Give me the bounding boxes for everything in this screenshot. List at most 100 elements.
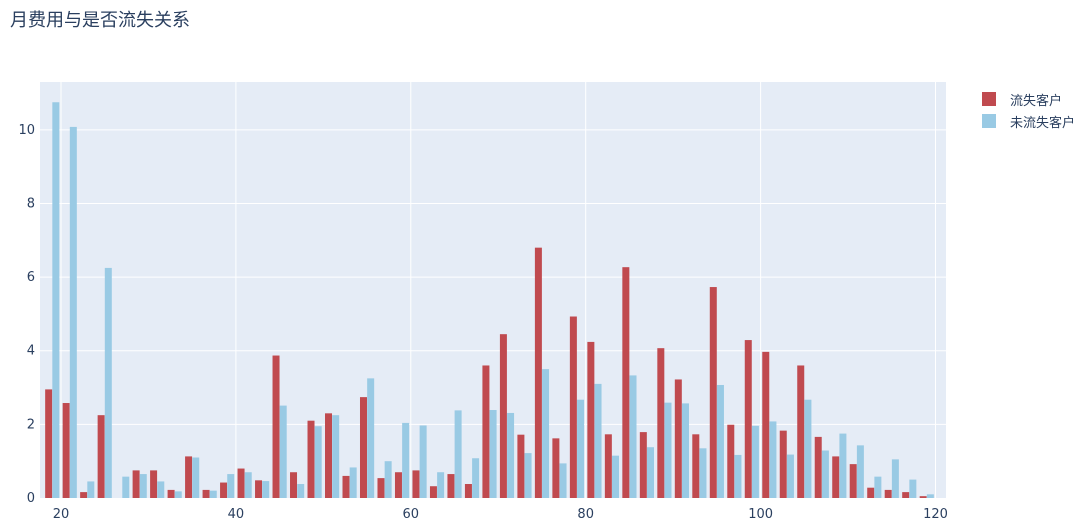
bar-retained[interactable]	[314, 426, 322, 498]
bar-churned[interactable]	[692, 434, 700, 498]
bar-churned[interactable]	[552, 438, 560, 498]
bar-churned[interactable]	[709, 287, 717, 498]
bar-churned[interactable]	[342, 475, 350, 498]
bar-churned[interactable]	[604, 434, 612, 498]
bar-churned[interactable]	[97, 415, 105, 498]
bar-retained[interactable]	[472, 458, 480, 498]
bar-churned[interactable]	[202, 489, 210, 498]
bar-retained[interactable]	[559, 463, 567, 498]
bar-retained[interactable]	[262, 481, 270, 498]
bar-retained[interactable]	[279, 405, 287, 498]
bar-churned[interactable]	[429, 486, 437, 498]
bar-churned[interactable]	[220, 482, 228, 498]
bar-retained[interactable]	[384, 461, 392, 498]
bar-retained[interactable]	[664, 402, 672, 498]
bar-churned[interactable]	[394, 472, 402, 498]
bar-retained[interactable]	[699, 448, 707, 498]
bar-retained[interactable]	[122, 476, 130, 498]
legend[interactable]: 流失客户 未流失客户	[982, 88, 1075, 132]
bar-churned[interactable]	[150, 470, 158, 498]
bar-churned[interactable]	[45, 389, 53, 498]
bar-churned[interactable]	[255, 480, 263, 498]
bar-churned[interactable]	[657, 348, 665, 498]
bar-retained[interactable]	[244, 472, 252, 498]
bar-retained[interactable]	[349, 467, 357, 498]
bar-churned[interactable]	[814, 436, 822, 498]
bar-retained[interactable]	[804, 399, 812, 498]
bar-churned[interactable]	[762, 351, 770, 498]
bar-churned[interactable]	[587, 341, 595, 498]
bar-retained[interactable]	[139, 474, 147, 498]
bar-churned[interactable]	[902, 492, 910, 498]
bar-churned[interactable]	[517, 434, 525, 498]
bar-churned[interactable]	[464, 484, 472, 498]
bar-retained[interactable]	[437, 472, 445, 498]
bar-retained[interactable]	[612, 455, 620, 498]
bar-churned[interactable]	[674, 379, 682, 498]
bar-retained[interactable]	[489, 410, 497, 498]
bar-retained[interactable]	[577, 399, 585, 498]
bar-retained[interactable]	[629, 375, 637, 498]
bar-churned[interactable]	[377, 478, 385, 498]
bar-retained[interactable]	[542, 369, 550, 498]
bar-retained[interactable]	[332, 415, 340, 498]
bar-churned[interactable]	[727, 424, 735, 498]
bar-churned[interactable]	[307, 420, 315, 498]
bar-retained[interactable]	[891, 459, 899, 498]
bar-retained[interactable]	[839, 433, 847, 498]
bar-retained[interactable]	[174, 491, 182, 498]
bar-retained[interactable]	[157, 481, 165, 498]
bar-retained[interactable]	[227, 474, 235, 498]
bar-retained[interactable]	[104, 267, 112, 498]
bar-churned[interactable]	[919, 496, 927, 498]
bar-churned[interactable]	[779, 430, 787, 498]
bar-retained[interactable]	[874, 476, 882, 498]
bar-retained[interactable]	[821, 450, 829, 498]
bar-churned[interactable]	[167, 489, 175, 498]
bar-retained[interactable]	[419, 425, 427, 498]
bar-retained[interactable]	[647, 447, 654, 498]
bar-churned[interactable]	[849, 464, 857, 498]
bar-churned[interactable]	[482, 365, 490, 498]
bar-churned[interactable]	[639, 432, 647, 498]
bar-churned[interactable]	[359, 397, 367, 498]
bar-churned[interactable]	[744, 340, 752, 498]
bar-retained[interactable]	[716, 384, 724, 498]
bar-retained[interactable]	[52, 102, 60, 498]
bar-retained[interactable]	[402, 422, 410, 498]
bar-retained[interactable]	[926, 494, 934, 498]
bar-retained[interactable]	[192, 457, 200, 499]
bar-churned[interactable]	[132, 470, 140, 498]
bar-churned[interactable]	[80, 492, 88, 498]
bar-churned[interactable]	[884, 489, 892, 498]
bar-churned[interactable]	[62, 403, 70, 498]
bar-retained[interactable]	[734, 454, 742, 498]
legend-item-churned[interactable]: 流失客户	[982, 88, 1075, 110]
bar-retained[interactable]	[751, 425, 759, 498]
bar-retained[interactable]	[524, 453, 532, 498]
bar-churned[interactable]	[447, 474, 455, 498]
bar-churned[interactable]	[832, 456, 840, 498]
bar-churned[interactable]	[325, 413, 333, 498]
bar-churned[interactable]	[622, 267, 630, 498]
bar-churned[interactable]	[185, 456, 193, 498]
bar-retained[interactable]	[594, 383, 602, 498]
legend-item-retained[interactable]: 未流失客户	[982, 110, 1075, 132]
bar-retained[interactable]	[507, 412, 515, 498]
bar-retained[interactable]	[786, 454, 794, 498]
bar-churned[interactable]	[534, 247, 542, 498]
bar-churned[interactable]	[797, 365, 805, 498]
bar-churned[interactable]	[290, 472, 298, 498]
bar-retained[interactable]	[681, 403, 689, 498]
bar-retained[interactable]	[69, 126, 77, 498]
bar-retained[interactable]	[454, 410, 462, 498]
bar-churned[interactable]	[412, 470, 420, 498]
bar-churned[interactable]	[272, 355, 280, 498]
bar-retained[interactable]	[297, 484, 305, 498]
bar-churned[interactable]	[867, 487, 875, 498]
bar-retained[interactable]	[909, 479, 917, 498]
bar-retained[interactable]	[856, 445, 864, 498]
bar-churned[interactable]	[499, 334, 507, 498]
bar-retained[interactable]	[769, 421, 777, 498]
bar-retained[interactable]	[209, 490, 217, 498]
